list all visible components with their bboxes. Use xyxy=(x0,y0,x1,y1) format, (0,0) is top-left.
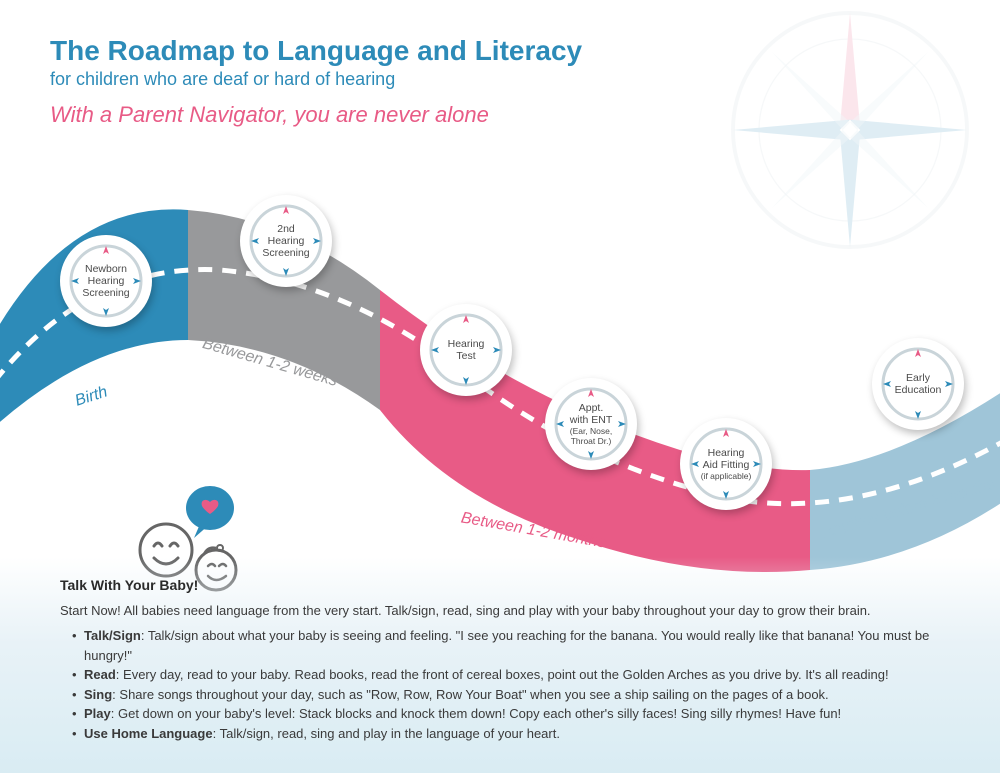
milestone-label: 2ndHearingScreening xyxy=(258,219,313,263)
milestone-inner: Appt.with ENT(Ear, Nose,Throat Dr.) xyxy=(554,387,628,461)
talk-bullet: Use Home Language: Talk/sign, read, sing… xyxy=(72,724,940,744)
milestone-inner: HearingAid Fitting(if applicable) xyxy=(689,427,763,501)
milestone-label: HearingTest xyxy=(444,334,489,366)
milestone-inner: EarlyEducation xyxy=(881,347,955,421)
milestone-inner: 2ndHearingScreening xyxy=(249,204,323,278)
milestone-label: NewbornHearingScreening xyxy=(78,259,133,303)
milestone-test: HearingTest xyxy=(420,304,512,396)
milestone-label: Appt.with ENT(Ear, Nose,Throat Dr.) xyxy=(566,398,617,451)
milestone-hearing-aid: HearingAid Fitting(if applicable) xyxy=(680,418,772,510)
talk-bullet: Play: Get down on your baby's level: Sta… xyxy=(72,704,940,724)
milestone-early-ed: EarlyEducation xyxy=(872,338,964,430)
bottom-text-section: Talk With Your Baby! Start Now! All babi… xyxy=(0,557,1000,773)
talk-intro: Start Now! All babies need language from… xyxy=(60,603,940,618)
milestone-ent: Appt.with ENT(Ear, Nose,Throat Dr.) xyxy=(545,378,637,470)
milestone-second: 2ndHearingScreening xyxy=(240,195,332,287)
talk-bullet: Read: Every day, read to your baby. Read… xyxy=(72,665,940,685)
milestone-label: EarlyEducation xyxy=(891,368,946,400)
talk-bullet: Talk/Sign: Talk/sign about what your bab… xyxy=(72,626,940,665)
milestone-newborn: NewbornHearingScreening xyxy=(60,235,152,327)
milestone-label: HearingAid Fitting(if applicable) xyxy=(697,443,756,486)
talk-bullets: Talk/Sign: Talk/sign about what your bab… xyxy=(60,626,940,743)
milestone-inner: NewbornHearingScreening xyxy=(69,244,143,318)
talk-bullet: Sing: Share songs throughout your day, s… xyxy=(72,685,940,705)
talk-heading: Talk With Your Baby! xyxy=(60,577,940,593)
milestone-inner: HearingTest xyxy=(429,313,503,387)
